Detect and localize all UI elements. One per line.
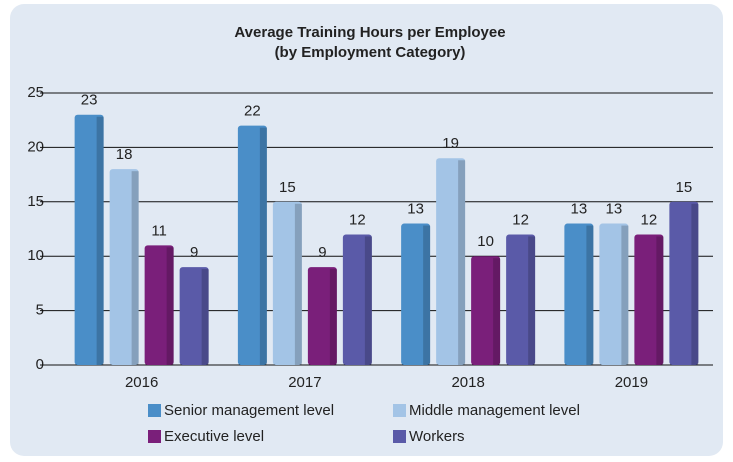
data-label: 11 xyxy=(151,222,167,239)
data-label: 18 xyxy=(116,146,133,163)
data-label: 23 xyxy=(81,92,98,109)
legend-swatch xyxy=(393,404,406,417)
bar xyxy=(669,201,699,365)
bar-shade xyxy=(259,127,267,365)
legend-swatch xyxy=(148,404,161,417)
y-tick-label: 25 xyxy=(27,84,44,101)
data-label: 15 xyxy=(676,179,693,196)
bar-shade xyxy=(364,236,372,365)
y-tick-label: 20 xyxy=(27,138,44,155)
y-tick-label: 5 xyxy=(36,302,44,319)
bar-shade xyxy=(423,225,431,365)
bar xyxy=(506,234,536,365)
bar-shade xyxy=(458,160,466,365)
bar xyxy=(237,125,267,365)
legend-label: Executive level xyxy=(164,428,264,445)
data-label: 9 xyxy=(190,244,198,261)
bar-shade xyxy=(131,171,139,365)
bar xyxy=(179,267,209,365)
data-label: 19 xyxy=(442,135,459,152)
bar xyxy=(342,234,372,365)
x-tick-label: 2016 xyxy=(125,374,158,391)
legend-label: Senior management level xyxy=(164,402,334,419)
data-label: 9 xyxy=(318,244,326,261)
data-label: 15 xyxy=(279,179,296,196)
bar xyxy=(436,158,466,365)
bar-shade xyxy=(691,203,699,365)
data-label: 12 xyxy=(641,211,658,228)
bar xyxy=(272,201,302,365)
bar xyxy=(564,223,594,365)
x-tick-label: 2017 xyxy=(288,374,321,391)
bar-shade xyxy=(96,116,104,365)
data-label: 13 xyxy=(407,201,424,218)
bar-shade xyxy=(329,269,337,365)
bar xyxy=(144,245,174,365)
bar-shade xyxy=(656,236,664,365)
data-label: 10 xyxy=(477,233,494,250)
data-label: 12 xyxy=(512,211,529,228)
bar-shade xyxy=(528,236,536,365)
legend-label: Workers xyxy=(409,428,465,445)
data-label: 12 xyxy=(349,211,366,228)
legend-swatch xyxy=(393,430,406,443)
bar xyxy=(74,114,104,365)
data-label: 22 xyxy=(244,103,261,120)
x-tick-label: 2018 xyxy=(451,374,484,391)
legend-label: Middle management level xyxy=(409,402,580,419)
y-tick-label: 10 xyxy=(27,247,44,264)
data-label: 13 xyxy=(571,201,588,218)
bar xyxy=(471,256,501,365)
bar-shade xyxy=(201,269,209,365)
y-tick-label: 15 xyxy=(27,193,44,210)
bar-shade xyxy=(586,225,594,365)
x-tick-label: 2019 xyxy=(615,374,648,391)
bar xyxy=(109,169,139,365)
y-tick-label: 0 xyxy=(36,356,44,373)
bar-shade xyxy=(166,247,174,365)
chart-subtitle: (by Employment Category) xyxy=(275,44,466,61)
bar xyxy=(599,223,629,365)
bar xyxy=(307,267,337,365)
bar-shade xyxy=(493,258,501,365)
chart-title: Average Training Hours per Employee xyxy=(234,24,505,41)
bar-shade xyxy=(294,203,302,365)
bar-shade xyxy=(621,225,629,365)
data-label: 13 xyxy=(606,201,623,218)
bar xyxy=(634,234,664,365)
bar xyxy=(401,223,431,365)
legend-swatch xyxy=(148,430,161,443)
